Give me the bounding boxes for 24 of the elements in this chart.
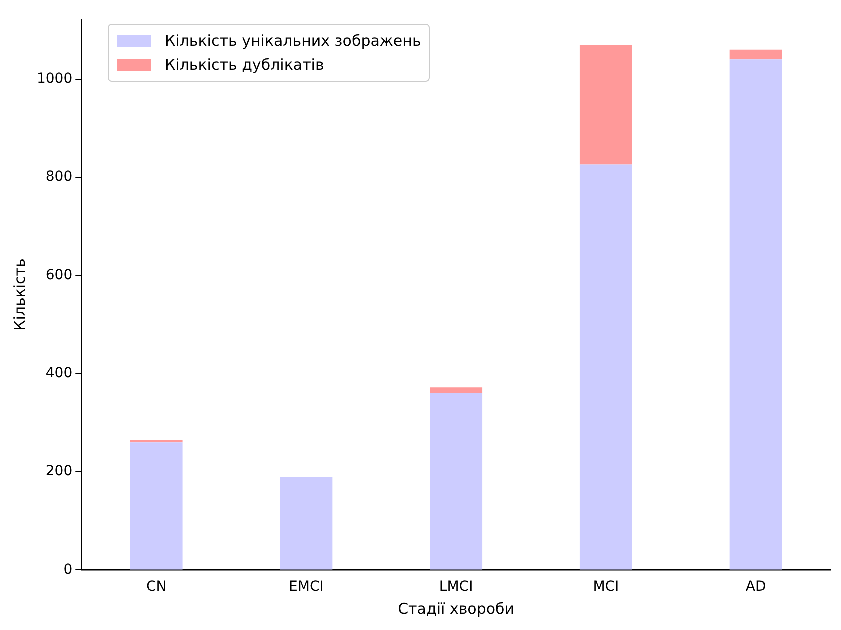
bar [430,393,483,570]
x-tick-label: MCI [593,579,620,596]
x-tick-label: AD [746,579,766,596]
y-tick-label: 800 [46,169,73,186]
legend-label: Кількість дублікатів [165,55,324,76]
bar [730,50,782,60]
bar [130,442,183,570]
bar [280,477,333,570]
y-axis-title: Кількість [10,258,29,331]
y-tick-label: 1000 [36,70,73,87]
legend-label: Кількість унікальних зображень [165,31,422,52]
x-tick-label: LMCI [439,579,474,596]
y-tick-label: 200 [46,464,73,480]
bar [730,60,782,570]
x-axis-title: Стадії хвороби [398,600,515,618]
y-tick-label: 600 [46,267,73,284]
bar [580,45,632,165]
bar [430,388,483,394]
x-tick-label: CN [146,579,167,596]
x-tick-label: EMCI [289,579,324,596]
y-tick-label: 0 [64,562,73,578]
bar [580,164,632,570]
y-tick-label: 400 [46,365,73,382]
bar [130,440,183,443]
